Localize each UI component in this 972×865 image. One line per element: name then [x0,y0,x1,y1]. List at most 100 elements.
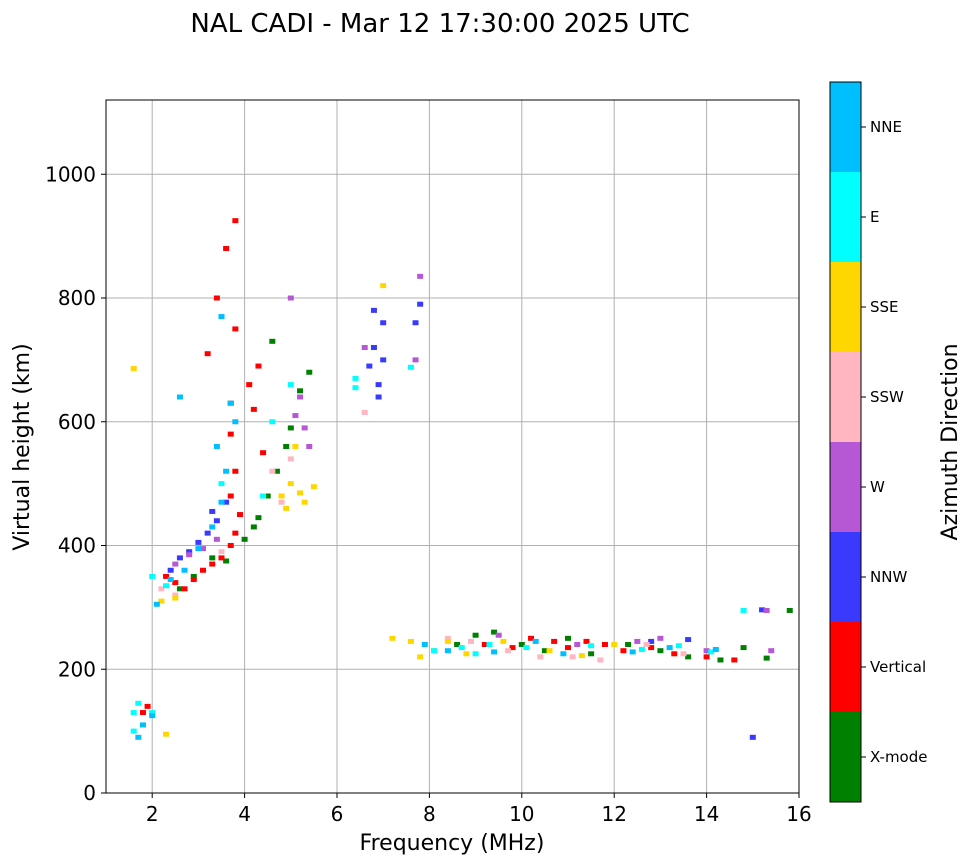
data-point [250,524,257,530]
data-point [172,561,179,567]
colorbar-segment [830,532,861,622]
data-point [306,444,313,449]
data-point [417,301,424,307]
data-point [680,651,687,657]
data-point [287,425,294,431]
data-point [278,493,285,499]
x-tick-label: 16 [786,802,811,826]
data-point [472,651,479,657]
data-point [227,543,234,548]
data-point [287,456,294,462]
data-point [643,642,650,647]
data-point [671,651,678,657]
data-point [467,638,474,644]
data-point [227,400,234,406]
data-point [412,320,419,326]
data-point [190,573,197,579]
data-point [417,654,424,660]
data-point [176,555,183,561]
data-point [255,515,262,521]
y-tick-label: 200 [58,657,96,681]
y-tick-label: 0 [83,781,96,805]
data-point [232,468,239,474]
data-point [287,481,294,487]
data-point [176,394,183,400]
data-point [703,654,710,660]
x-tick-label: 14 [694,802,719,826]
data-point [195,546,202,552]
data-point [712,646,719,652]
data-point [601,642,608,647]
data-point [186,549,193,555]
data-point [200,546,207,552]
data-point [269,468,276,474]
data-point [297,490,304,496]
data-point [749,734,756,740]
data-point [149,713,156,719]
colorbar-tick-label: NNW [870,568,907,586]
data-point [625,642,632,647]
data-point [218,314,225,320]
y-tick-label: 800 [58,286,96,310]
data-point [149,573,156,579]
colorbar-tick-label: E [870,208,879,226]
data-point [297,388,304,394]
data-point [283,444,290,449]
data-point [417,273,424,279]
data-point [352,385,359,391]
y-tick-label: 1000 [45,162,96,186]
chart-title: NAL CADI - Mar 12 17:30:00 2025 UTC [190,9,689,39]
data-point [218,499,225,505]
colorbar: X-mode Vertical NNW W SSW SSE E NNE [829,81,927,803]
data-point [370,345,377,350]
data-point [172,580,179,586]
data-point [273,468,280,474]
data-point [158,598,165,604]
data-point [167,577,174,583]
data-point [200,567,207,573]
data-point [444,635,451,641]
data-point [130,366,137,372]
data-point [454,642,461,647]
data-point [301,425,308,431]
data-point [223,558,230,564]
colorbar-segment [830,622,861,712]
data-point [431,648,438,654]
data-point [551,638,558,644]
data-point [135,700,142,706]
data-point [213,518,220,524]
data-point [232,419,239,425]
data-point [361,345,368,350]
data-point [560,651,567,657]
data-point [139,710,146,716]
data-point [209,555,216,561]
data-point [209,524,216,530]
series-x-mode [176,338,793,663]
colorbar-tick-label: Vertical [870,658,926,676]
series-e [130,364,747,734]
data-point [685,637,692,643]
data-point [481,642,488,647]
colorbar-segment [830,262,861,352]
colorbar-segment [830,82,861,172]
data-point [463,651,470,657]
colorbar-label: Azimuth Direction [938,343,963,540]
series-w [172,273,775,654]
x-axis-ticks: 2 4 6 8 10 12 14 16 [146,793,812,826]
data-point [241,536,248,542]
series-ssw [158,409,687,663]
data-point [269,338,276,344]
data-point [292,444,299,449]
data-point [176,586,183,592]
data-point [786,607,793,613]
data-point [163,573,170,579]
data-point [491,649,498,655]
data-point [486,642,493,647]
data-point [546,648,553,654]
data-point [204,351,211,357]
data-point [301,499,308,505]
y-axis-label: Virtual height (km) [10,343,35,550]
colorbar-frame [829,81,862,803]
data-point [380,320,387,326]
colorbar-segment [830,712,861,802]
